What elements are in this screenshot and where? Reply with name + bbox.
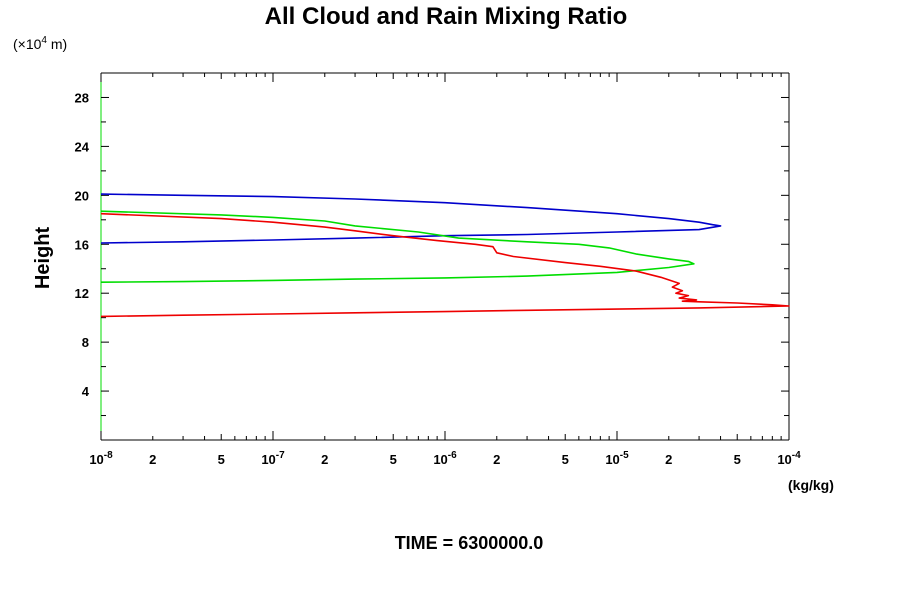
y-tick-label: 16 [75,237,89,252]
y-tick-label: 24 [75,139,90,154]
x-tick-exponent: -8 [104,450,113,461]
x-tick-base: 10 [261,452,275,467]
x-minor-tick-label: 2 [665,452,672,467]
series-line-3 [100,212,790,318]
plot-frame [100,72,790,441]
y-axis-ticks: 4 8 12 16 20 24 28 [75,90,789,417]
x-tick-label: 10-7 [261,450,285,467]
x-tick-base: 10 [89,452,103,467]
x-minor-tick-label: 5 [562,452,569,467]
time-label: TIME = 6300000.0 [395,533,544,553]
x-tick-label: 10-5 [605,450,629,467]
x-axis-ticks: 10-8 10-7 10-6 10-5 10-42 5 2 5 2 5 2 5 [89,73,801,467]
x-minor-tick-label: 2 [493,452,500,467]
y-tick-label: 4 [82,384,90,399]
y-axis-label: Height [32,227,54,290]
series-line-2 [100,210,695,283]
x-tick-base: 10 [777,452,791,467]
y-scale-unit: m) [47,36,67,52]
x-minor-tick-label: 5 [218,452,225,467]
x-unit-label: (kg/kg) [788,477,834,493]
x-tick-exponent: -7 [276,450,285,461]
y-scale-label: (×104 m) [13,35,67,52]
x-tick-label: 10-4 [777,450,801,467]
y-scale-exponent: 4 [41,35,47,46]
series-group [100,193,790,318]
y-tick-label: 12 [75,286,89,301]
x-tick-exponent: -5 [620,450,629,461]
series-line-1 [100,193,722,244]
y-tick-label: 20 [75,188,89,203]
x-minor-tick-label: 5 [734,452,741,467]
x-tick-base: 10 [605,452,619,467]
x-tick-label: 10-8 [89,450,113,467]
x-minor-tick-label: 5 [390,452,397,467]
y-scale-prefix: (×10 [13,36,42,52]
x-tick-exponent: -6 [448,450,457,461]
x-tick-label: 10-6 [433,450,457,467]
y-tick-label: 28 [75,90,89,105]
x-minor-tick-label: 2 [321,452,328,467]
x-minor-tick-label: 2 [149,452,156,467]
x-tick-exponent: -4 [792,450,801,461]
chart-title: All Cloud and Rain Mixing Ratio [265,3,628,30]
x-tick-base: 10 [433,452,447,467]
y-tick-label: 8 [82,335,89,350]
